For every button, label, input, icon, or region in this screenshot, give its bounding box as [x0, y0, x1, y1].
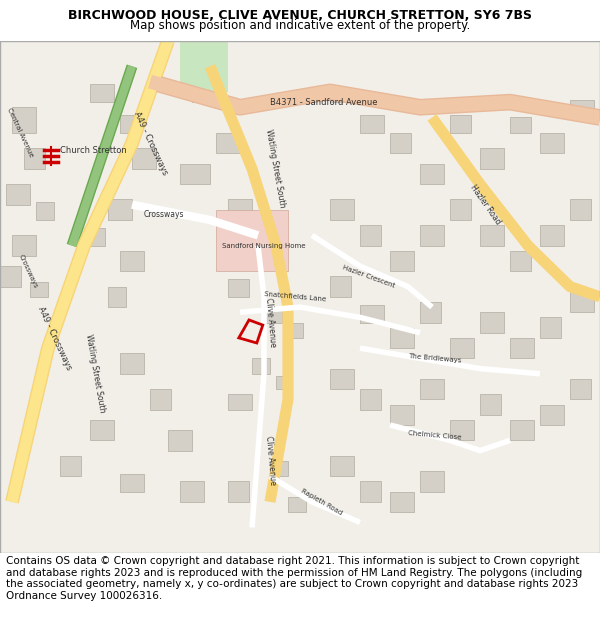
Bar	[390, 251, 414, 271]
Text: Crossways: Crossways	[18, 253, 39, 289]
Text: Watling Street South: Watling Street South	[84, 334, 107, 414]
Text: Crossways: Crossways	[144, 211, 185, 219]
Text: Rapleth Road: Rapleth Road	[300, 488, 343, 516]
Bar	[540, 318, 561, 338]
Bar	[480, 312, 504, 332]
Bar	[264, 307, 282, 322]
Bar	[420, 379, 444, 399]
Bar	[108, 287, 126, 307]
Bar	[360, 304, 384, 322]
Bar	[288, 497, 306, 512]
Bar	[270, 461, 288, 476]
Bar	[228, 394, 252, 409]
Bar	[390, 133, 411, 153]
Bar	[132, 148, 156, 169]
Bar	[120, 251, 144, 271]
Text: Snatchfields Lane: Snatchfields Lane	[264, 291, 326, 302]
Text: Watling Street South: Watling Street South	[264, 129, 287, 209]
Bar	[90, 84, 114, 102]
Bar	[252, 238, 270, 256]
Bar	[216, 210, 288, 271]
Bar	[540, 133, 564, 153]
Bar	[510, 420, 534, 441]
Text: A49 - Crossways: A49 - Crossways	[36, 305, 73, 371]
Bar	[390, 492, 414, 512]
Bar	[150, 389, 171, 409]
Bar	[450, 420, 474, 441]
Bar	[228, 481, 249, 502]
Bar	[390, 328, 414, 348]
Bar	[450, 115, 471, 133]
Bar	[36, 202, 54, 220]
Text: Sandford Nursing Home: Sandford Nursing Home	[222, 242, 305, 249]
Bar	[216, 133, 240, 153]
Bar	[330, 369, 354, 389]
Bar	[6, 184, 30, 204]
Bar	[120, 353, 144, 374]
Bar	[540, 404, 564, 425]
Bar	[480, 225, 504, 246]
Bar	[360, 225, 381, 246]
Text: Chelmick Close: Chelmick Close	[408, 430, 461, 441]
Bar	[180, 164, 210, 184]
Bar	[420, 225, 444, 246]
Text: B4371 - Sandford Avenue: B4371 - Sandford Avenue	[270, 98, 377, 107]
Bar	[390, 404, 414, 425]
Bar	[360, 481, 381, 502]
Text: Map shows position and indicative extent of the property.: Map shows position and indicative extent…	[130, 19, 470, 32]
Bar	[228, 279, 249, 297]
Text: The Bridleways: The Bridleways	[408, 353, 461, 364]
Bar	[420, 302, 441, 322]
Bar	[120, 474, 144, 492]
Bar	[84, 228, 105, 246]
Bar	[252, 358, 270, 374]
Bar	[276, 376, 291, 389]
Bar	[0, 266, 21, 287]
Bar	[192, 84, 216, 102]
Bar	[330, 199, 354, 220]
Bar	[108, 199, 132, 220]
Text: Hazler Crescent: Hazler Crescent	[342, 264, 396, 289]
Bar	[360, 389, 381, 409]
Bar	[540, 225, 564, 246]
Bar	[510, 338, 534, 358]
Bar	[288, 322, 303, 338]
Text: Contains OS data © Crown copyright and database right 2021. This information is : Contains OS data © Crown copyright and d…	[6, 556, 582, 601]
Bar	[120, 115, 141, 133]
Bar	[90, 420, 114, 441]
Bar	[480, 148, 504, 169]
Bar	[180, 41, 228, 92]
Bar	[450, 338, 474, 358]
Text: Clive Avenue: Clive Avenue	[264, 298, 277, 348]
Bar	[330, 87, 351, 102]
Bar	[330, 456, 354, 476]
Bar	[180, 481, 204, 502]
Bar	[420, 164, 444, 184]
Bar	[228, 199, 252, 220]
Bar	[570, 292, 594, 312]
Bar	[24, 148, 45, 169]
Bar	[330, 276, 351, 297]
Bar	[570, 199, 591, 220]
Bar	[450, 199, 471, 220]
Bar	[570, 379, 591, 399]
Bar	[60, 456, 81, 476]
Bar	[360, 115, 384, 133]
Bar	[12, 107, 36, 133]
Bar	[510, 251, 531, 271]
Bar	[510, 118, 531, 133]
Bar	[420, 471, 444, 492]
Bar	[168, 430, 192, 451]
Bar	[30, 281, 48, 297]
Text: Church Stretton: Church Stretton	[60, 146, 127, 155]
Text: Central Avenue: Central Avenue	[6, 107, 34, 159]
Text: BIRCHWOOD HOUSE, CLIVE AVENUE, CHURCH STRETTON, SY6 7BS: BIRCHWOOD HOUSE, CLIVE AVENUE, CHURCH ST…	[68, 9, 532, 22]
Text: A49 - Crossways: A49 - Crossways	[132, 110, 169, 176]
Bar	[570, 99, 594, 118]
Text: Clive Avenue: Clive Avenue	[264, 436, 277, 486]
Bar	[480, 394, 501, 415]
Bar	[12, 236, 36, 256]
Text: Hazler Road: Hazler Road	[468, 183, 502, 226]
